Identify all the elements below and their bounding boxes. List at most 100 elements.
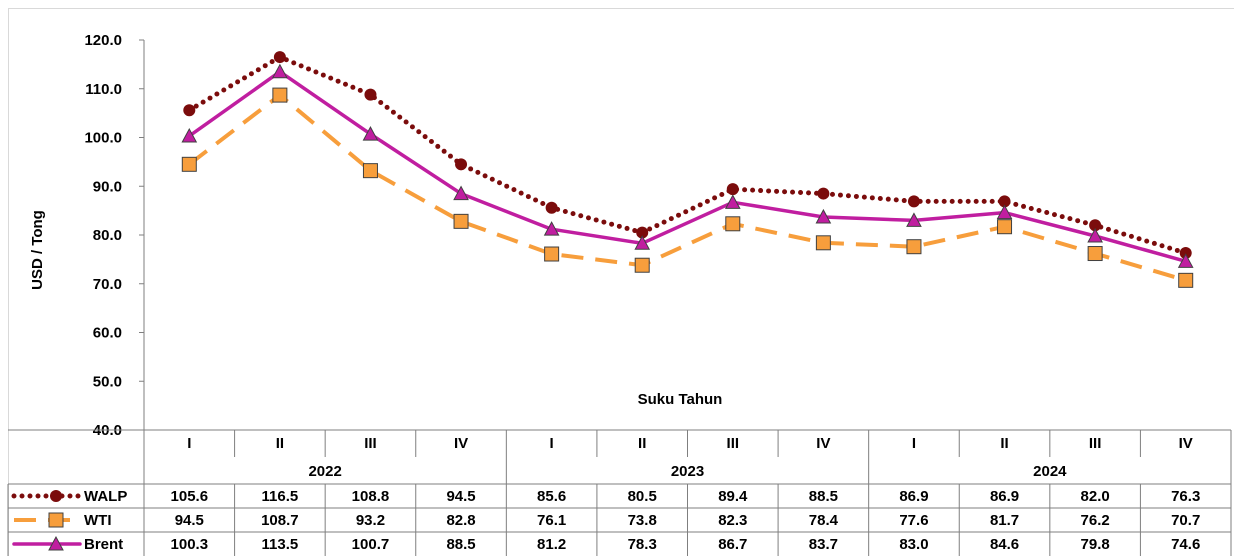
quarter-label: I	[187, 435, 191, 452]
point-walp	[183, 104, 196, 117]
point-walp	[998, 195, 1011, 208]
year-label: 2023	[671, 463, 704, 480]
data-value: 88.5	[809, 488, 838, 505]
data-value: 108.8	[352, 488, 390, 505]
point-walp	[636, 226, 649, 239]
point-brent	[1087, 227, 1103, 243]
legend-marker-wti	[48, 512, 64, 528]
y-axis-label: USD / Tong	[29, 210, 46, 290]
point-walp	[364, 88, 377, 101]
point-wti	[906, 239, 922, 255]
quarter-label: III	[727, 435, 740, 452]
point-wti	[815, 235, 831, 251]
data-value: 81.7	[990, 512, 1019, 529]
series-markers	[181, 51, 1194, 288]
series-line-brent	[187, 69, 1188, 264]
point-wti	[997, 219, 1013, 235]
y-tick-label: 50.0	[93, 373, 122, 390]
chart-frame	[8, 8, 1234, 556]
point-brent	[272, 63, 288, 79]
quarter-label: I	[550, 435, 554, 452]
quarter-label: III	[1089, 435, 1102, 452]
point-brent	[362, 126, 379, 141]
data-value: 76.2	[1081, 512, 1110, 529]
y-tick-label: 100.0	[84, 130, 122, 147]
quarter-label: I	[912, 435, 916, 452]
series-name: WTI	[84, 512, 112, 529]
data-value: 82.8	[446, 512, 475, 529]
data-value: 78.4	[809, 512, 839, 529]
data-value: 86.7	[718, 536, 747, 553]
data-value: 86.9	[899, 488, 928, 505]
point-wti	[362, 163, 378, 179]
data-value: 113.5	[262, 536, 299, 553]
point-walp	[817, 187, 830, 200]
legend-marker-walp	[50, 490, 62, 502]
series-name: WALP	[84, 488, 127, 505]
data-value: 84.6	[990, 536, 1019, 553]
point-wti	[181, 156, 197, 172]
quarter-label: II	[276, 435, 284, 452]
year-label: 2024	[1033, 463, 1067, 480]
data-value: 76.1	[537, 512, 566, 529]
point-walp	[726, 183, 739, 196]
point-wti	[1178, 272, 1194, 288]
quarter-label: IV	[454, 435, 468, 452]
point-walp	[455, 158, 468, 171]
quarter-label: IV	[816, 435, 830, 452]
point-brent	[1177, 253, 1194, 268]
point-walp	[545, 201, 558, 214]
point-wti	[544, 246, 560, 262]
data-value: 89.4	[718, 488, 748, 505]
point-brent	[996, 204, 1013, 220]
data-value: 83.0	[899, 536, 928, 553]
data-value: 88.5	[446, 536, 475, 553]
data-value: 116.5	[262, 488, 299, 505]
data-value: 80.5	[628, 488, 657, 505]
data-value: 73.8	[628, 512, 657, 529]
point-brent	[906, 212, 922, 227]
data-value: 100.3	[171, 536, 209, 553]
series-line-wti	[188, 93, 1187, 283]
point-wti	[272, 87, 288, 103]
point-wti	[1087, 246, 1103, 262]
point-walp	[273, 51, 286, 64]
series-lines	[186, 54, 1189, 283]
point-brent	[815, 208, 832, 224]
year-label: 2022	[308, 463, 341, 480]
point-walp	[1089, 219, 1102, 232]
point-brent	[634, 235, 651, 250]
point-brent	[453, 185, 469, 201]
point-brent	[181, 127, 198, 143]
data-value: 82.3	[718, 512, 747, 529]
data-value: 82.0	[1081, 488, 1110, 505]
data-value: 74.6	[1171, 536, 1200, 553]
data-value: 86.9	[990, 488, 1019, 505]
y-tick-label: 70.0	[93, 276, 122, 293]
series-line-walp	[186, 54, 1189, 256]
point-brent	[724, 194, 741, 209]
y-tick-label: 120.0	[84, 32, 122, 49]
quarter-label: II	[1000, 435, 1008, 452]
point-wti	[453, 213, 469, 229]
y-tick-label: 110.0	[85, 81, 122, 98]
x-axis-label: Suku Tahun	[638, 391, 723, 408]
point-wti	[634, 257, 650, 273]
data-value: 81.2	[537, 536, 566, 553]
data-value: 93.2	[356, 512, 385, 529]
quarter-label: IV	[1179, 435, 1193, 452]
data-value: 76.3	[1171, 488, 1200, 505]
y-tick-label: 90.0	[93, 178, 122, 195]
data-value: 94.5	[446, 488, 475, 505]
point-wti	[725, 216, 741, 232]
quarter-label: III	[364, 435, 377, 452]
y-tick-label: 60.0	[93, 325, 122, 342]
data-value: 100.7	[352, 536, 390, 553]
quarter-label: II	[638, 435, 646, 452]
point-brent	[543, 221, 560, 236]
legend-marker-brent	[48, 535, 64, 551]
data-value: 105.6	[171, 488, 209, 505]
